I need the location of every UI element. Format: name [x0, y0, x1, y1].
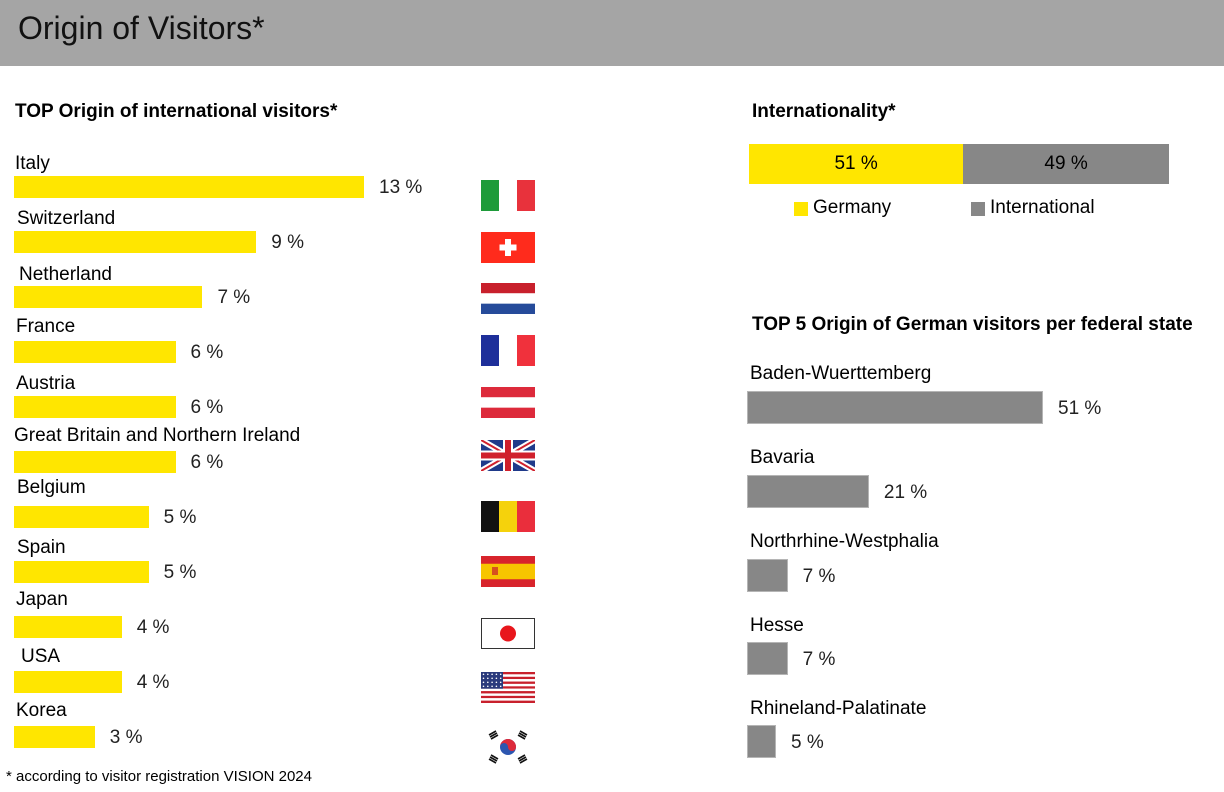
state-bar	[747, 391, 1043, 424]
italy-flag-icon	[481, 180, 535, 211]
country-bar	[14, 561, 149, 583]
country-value-label: 5 %	[163, 507, 197, 528]
country-value-label: 6 %	[190, 397, 224, 418]
country-label: Korea	[16, 700, 67, 721]
country-value-label: 5 %	[163, 562, 197, 583]
country-bar	[14, 341, 176, 363]
korea-flag-icon	[481, 729, 535, 765]
state-label: Bavaria	[750, 447, 815, 468]
country-label: Japan	[16, 589, 68, 610]
legend-international-label: International	[990, 197, 1095, 218]
legend-germany-label: Germany	[813, 197, 892, 218]
state-value-label: 21 %	[883, 482, 928, 503]
state-label: Hesse	[750, 615, 804, 636]
country-label: Belgium	[17, 477, 86, 498]
legend-international-swatch	[971, 202, 985, 216]
country-value-label: 4 %	[136, 672, 170, 693]
austria-flag-icon	[481, 387, 535, 418]
country-label: Great Britain and Northern Ireland	[14, 425, 301, 446]
spain-flag-icon	[481, 556, 535, 587]
country-value-label: 6 %	[190, 342, 224, 363]
uk-flag-icon	[481, 440, 535, 471]
international-segment	[963, 144, 1169, 184]
country-label: Italy	[15, 153, 50, 174]
country-bar	[14, 671, 122, 693]
state-label: Rhineland-Palatinate	[750, 698, 927, 719]
country-value-label: 4 %	[136, 617, 170, 638]
state-bar	[747, 642, 788, 675]
country-label: USA	[21, 646, 61, 667]
state-bar	[747, 725, 777, 758]
federal-state-chart-title: TOP 5 Origin of German visitors per fede…	[752, 314, 1193, 335]
netherlands-flag-icon	[481, 283, 535, 314]
international-chart-title: TOP Origin of international visitors*	[15, 101, 338, 122]
country-value-label: 13 %	[379, 177, 423, 198]
country-bar	[14, 726, 95, 748]
country-bar	[14, 286, 203, 308]
country-label: Spain	[17, 537, 66, 558]
germany-segment	[749, 144, 964, 184]
state-value-label: 7 %	[802, 566, 836, 587]
state-label: Baden-Wuerttemberg	[750, 363, 932, 384]
footnote: * according to visitor registration VISI…	[6, 768, 312, 785]
header-bar: Origin of Visitors*	[0, 0, 1224, 66]
country-value-label: 6 %	[190, 452, 224, 473]
country-label: France	[16, 316, 76, 337]
country-bar	[14, 231, 257, 253]
state-bar	[747, 475, 869, 508]
legend-germany-swatch	[794, 202, 808, 216]
country-value-label: 3 %	[109, 727, 143, 748]
country-label: Netherland	[19, 264, 112, 285]
country-bar	[14, 176, 364, 198]
state-value-label: 7 %	[802, 649, 836, 670]
state-value-label: 5 %	[791, 732, 824, 753]
country-label: Austria	[16, 373, 76, 394]
country-bar	[14, 506, 149, 528]
switzerland-flag-icon	[481, 232, 535, 263]
belgium-flag-icon	[481, 501, 535, 532]
country-bar	[14, 616, 122, 638]
usa-flag-icon	[481, 672, 535, 703]
state-label: Northrhine-Westphalia	[750, 531, 939, 552]
japan-flag-icon	[481, 618, 535, 649]
internationality-chart-title: Internationality*	[752, 101, 896, 122]
country-value-label: 7 %	[217, 287, 251, 308]
state-value-label: 51 %	[1058, 398, 1102, 419]
country-label: Switzerland	[17, 208, 116, 229]
international-value-label: 49 %	[1044, 153, 1088, 174]
country-bar	[14, 396, 176, 418]
state-bar	[747, 559, 788, 592]
country-value-label: 9 %	[271, 232, 305, 253]
germany-value-label: 51 %	[834, 153, 878, 174]
country-bar	[14, 451, 176, 473]
france-flag-icon	[481, 335, 535, 366]
page-title: Origin of Visitors*	[18, 10, 265, 46]
